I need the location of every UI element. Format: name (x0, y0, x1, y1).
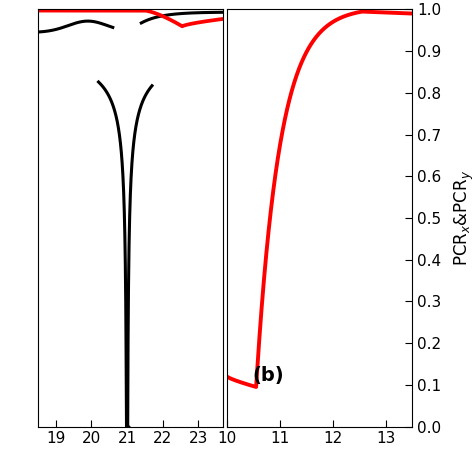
Y-axis label: PCR$_x$&PCR$_y$: PCR$_x$&PCR$_y$ (453, 170, 474, 266)
Text: (b): (b) (252, 366, 283, 385)
